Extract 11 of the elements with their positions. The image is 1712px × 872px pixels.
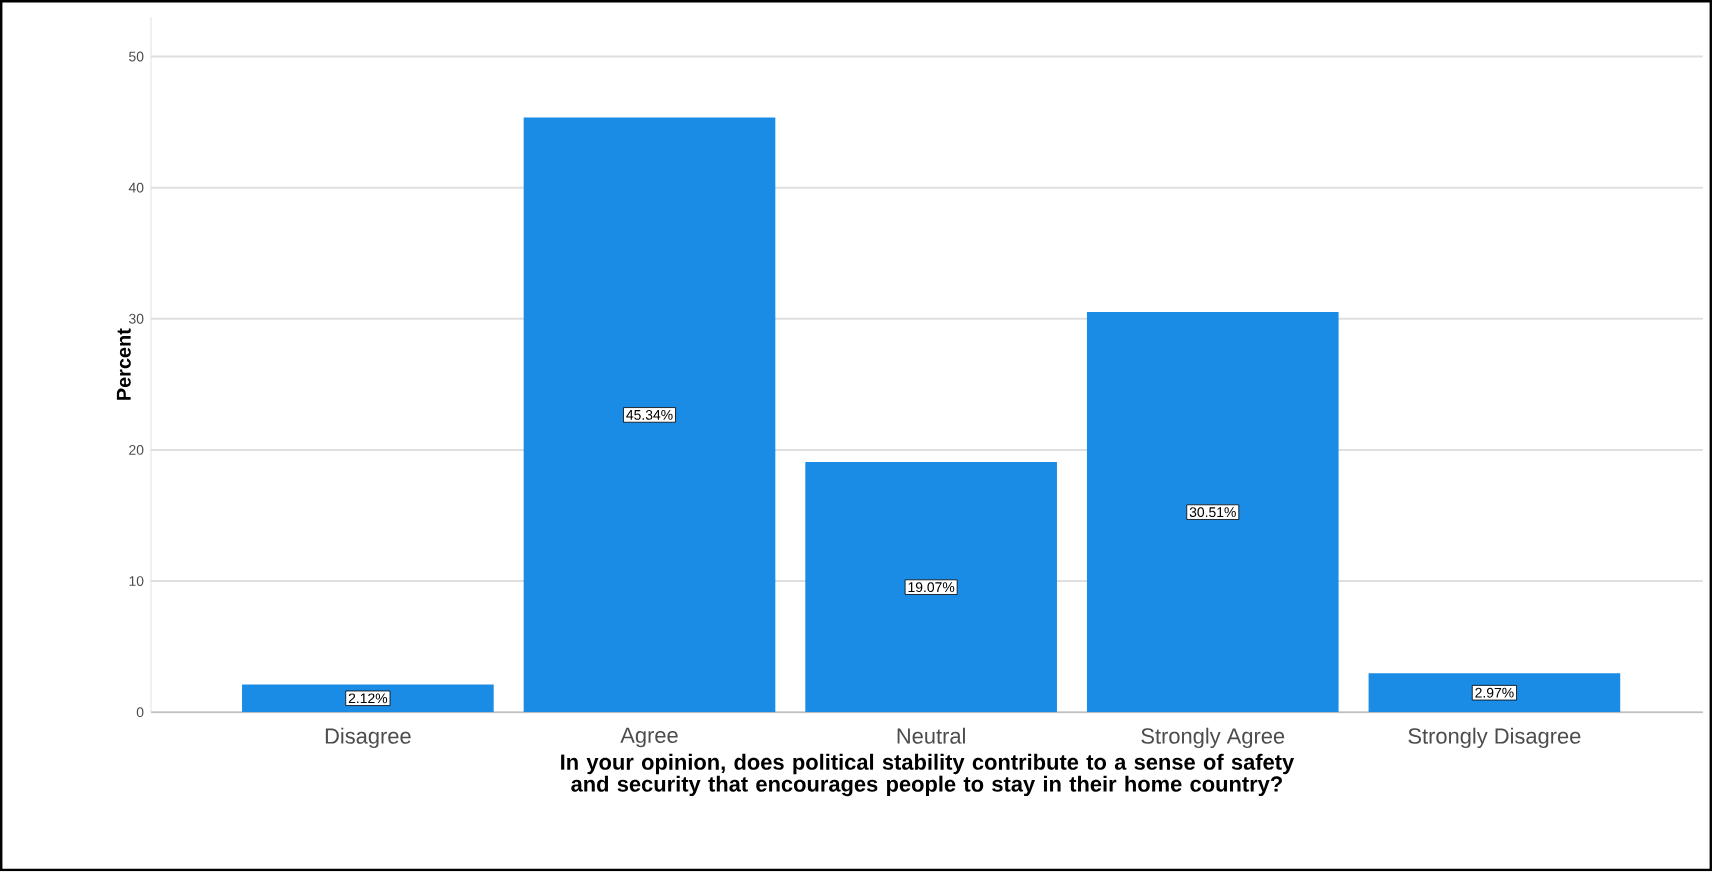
x-tick-label: Strongly Disagree [1408,728,1581,749]
bar [1086,312,1339,713]
bar [805,462,1057,713]
bar [1368,673,1621,713]
x-tick-label: Neutral [897,728,965,745]
x-axis-title: In your opinion, does political stability contribute to a sense of safety and security that encourages people to stay in their home country? [561,754,1295,797]
y-axis-title: Percent [116,328,131,401]
bar [523,118,776,713]
x-tick-label: Disagree [325,728,411,749]
x-tick-label: Strongly Agree [1141,728,1285,749]
x-tick-label: Agree [620,728,678,748]
